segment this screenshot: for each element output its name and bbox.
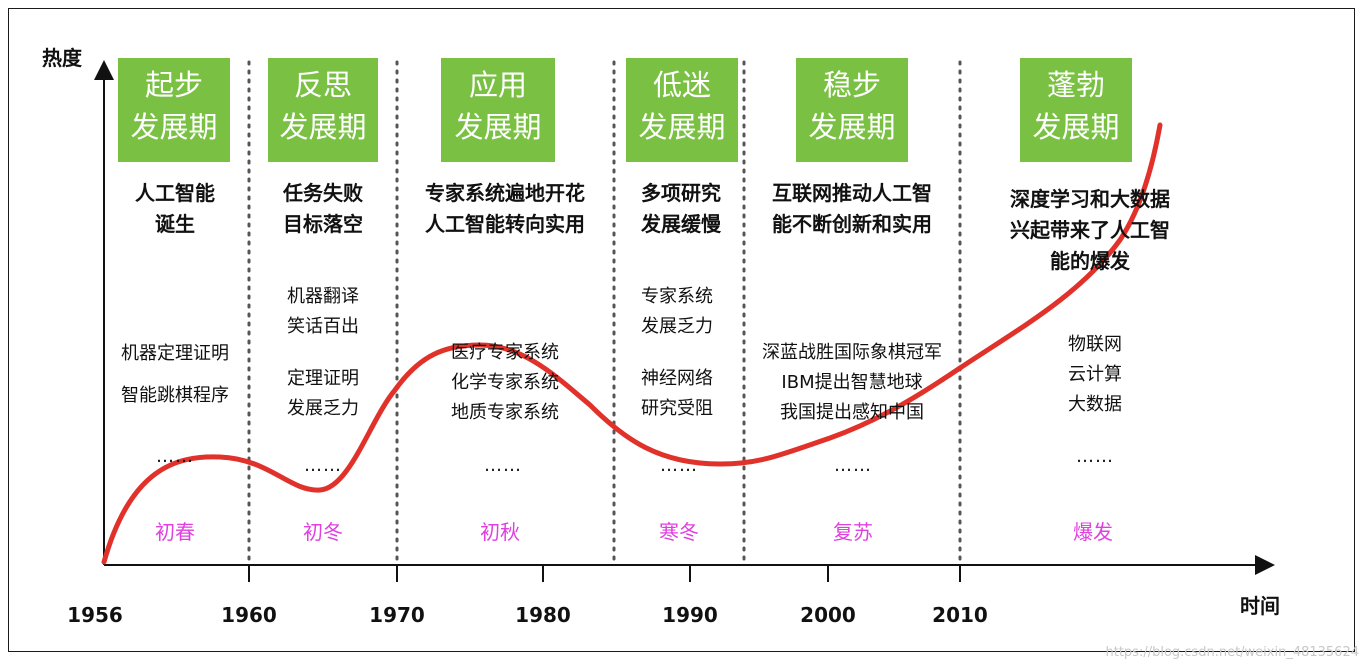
hype-curve — [101, 122, 1163, 565]
year-label: 1970 — [369, 603, 425, 627]
season-label: 初秋 — [480, 520, 520, 544]
phase-headline: 人工智能 诞生 — [135, 181, 215, 236]
phase-events: 物联网 云计算 大数据 — [1068, 334, 1122, 415]
phase-events: 医疗专家系统 化学专家系统 地质专家系统 — [451, 342, 559, 423]
phase-title-box: 起步 发展期 — [118, 58, 230, 162]
phase-events: 机器定理证明 智能跳棋程序 — [121, 343, 229, 406]
ellipsis: …… — [1076, 446, 1114, 467]
phase-headline: 互联网推动人工智 能不断创新和实用 — [772, 181, 932, 236]
year-label: 2000 — [800, 603, 856, 627]
diagram-frame — [8, 8, 1355, 652]
watermark: https://blog.csdn.net/weixin_48135624 — [1105, 645, 1359, 660]
phase-events: 深蓝战胜国际象棋冠军 IBM提出智慧地球 我国提出感知中国 — [762, 342, 942, 423]
phase-title-box: 低迷 发展期 — [626, 58, 738, 162]
season-label: 爆发 — [1073, 520, 1113, 544]
year-label: 1990 — [662, 603, 718, 627]
ellipsis: …… — [834, 455, 872, 476]
phase-title-box: 蓬勃 发展期 — [1020, 58, 1132, 162]
year-label: 1980 — [515, 603, 571, 627]
phase-title-box: 反思 发展期 — [268, 58, 378, 162]
phase-headline: 专家系统遍地开花 人工智能转向实用 — [425, 181, 585, 236]
x-axis-label: 时间 — [1240, 594, 1280, 618]
ellipsis: …… — [484, 455, 522, 476]
ellipsis: …… — [304, 455, 342, 476]
y-axis-label: 热度 — [42, 46, 82, 70]
season-label: 复苏 — [833, 520, 873, 544]
year-label: 2010 — [932, 603, 988, 627]
phase-events: 专家系统 发展乏力 神经网络 研究受阻 — [641, 286, 713, 419]
season-label: 初冬 — [303, 520, 343, 544]
ellipsis: …… — [660, 455, 698, 476]
season-label: 寒冬 — [659, 520, 699, 544]
phase-headline: 深度学习和大数据 兴起带来了人工智 能的爆发 — [1010, 187, 1170, 273]
phase-headline: 任务失败 目标落空 — [283, 181, 363, 236]
phase-events: 机器翻译 笑话百出 定理证明 发展乏力 — [287, 286, 359, 419]
phase-title-box: 应用 发展期 — [441, 58, 555, 162]
year-label: 1960 — [221, 603, 277, 627]
year-label: 1956 — [67, 603, 123, 627]
ellipsis: …… — [156, 446, 194, 467]
phase-headline: 多项研究 发展缓慢 — [641, 181, 721, 236]
season-label: 初春 — [155, 520, 195, 544]
phase-title-box: 稳步 发展期 — [796, 58, 908, 162]
